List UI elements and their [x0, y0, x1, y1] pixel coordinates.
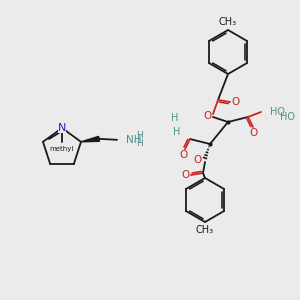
Polygon shape	[81, 136, 99, 142]
Text: N: N	[58, 123, 66, 133]
Text: CH₃: CH₃	[219, 17, 237, 27]
Text: H: H	[136, 131, 142, 140]
Text: HO: HO	[280, 112, 295, 122]
Text: O: O	[182, 170, 190, 180]
Text: O: O	[250, 128, 258, 138]
Text: NH: NH	[126, 135, 142, 145]
Text: HO: HO	[270, 107, 285, 117]
Text: H: H	[173, 127, 181, 137]
Text: O: O	[180, 150, 188, 160]
Text: H: H	[136, 139, 142, 148]
Text: H: H	[171, 113, 179, 123]
Text: O: O	[231, 97, 239, 107]
Text: CH₃: CH₃	[196, 225, 214, 235]
Text: O: O	[194, 155, 202, 165]
Text: methyl: methyl	[50, 146, 74, 152]
Text: O: O	[204, 111, 212, 121]
